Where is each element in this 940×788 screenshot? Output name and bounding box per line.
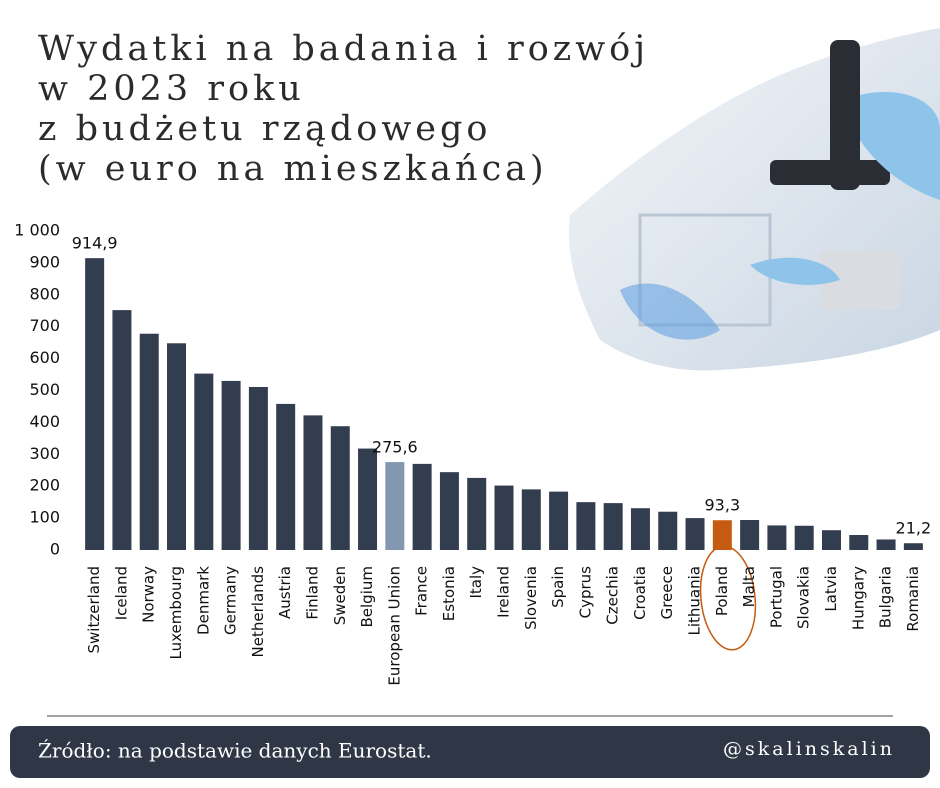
bar [712,520,732,550]
x-tick-label: Latvia [822,566,840,612]
x-tick-label: Estonia [440,566,458,621]
x-tick-label: Czechia [604,566,622,625]
value-label: 275,6 [372,438,418,457]
footer [10,726,930,778]
y-tick-label: 700 [29,316,60,335]
title-line: (w euro na mieszkańca) [38,149,548,189]
x-tick-label: Norway [140,566,158,623]
y-tick-label: 600 [29,348,60,367]
value-label: 93,3 [705,496,741,515]
bar [303,415,323,550]
x-tick-label: Iceland [112,566,130,620]
bar [112,310,132,550]
bar [276,403,296,550]
x-tick-label: European Union [385,566,403,686]
x-tick-label: Spain [549,566,567,608]
bar [549,491,569,550]
bar [658,511,678,550]
y-tick-label: 800 [29,284,60,303]
title-line: z budżetu rządowego [38,109,491,149]
handle: @skalinskalin [723,738,895,760]
bar [221,380,241,550]
bar [248,386,268,550]
title-line: Wydatki na badania i rozwój [38,29,649,69]
bar [603,503,623,550]
bar [821,530,841,550]
bar [630,508,650,550]
bar [849,535,869,550]
y-tick-label: 100 [29,508,60,527]
x-tick-label: Croatia [631,566,649,620]
x-tick-label: Netherlands [249,566,267,658]
bar [767,525,787,550]
x-tick-label: Austria [276,566,294,619]
bar [740,520,760,550]
x-tick-label: Lithuania [686,566,704,635]
y-tick-label: 900 [29,252,60,271]
bar [139,333,159,550]
bar [903,543,923,550]
x-tick-label: Denmark [194,566,212,635]
bar [521,489,541,550]
x-tick-label: Greece [658,566,676,619]
x-tick-label: Malta [740,566,758,607]
bar [194,373,214,550]
x-tick-label: Hungary [849,566,867,630]
bar [794,525,814,550]
value-label: 21,2 [896,519,932,538]
bar [494,485,514,550]
bar [85,258,105,550]
value-label: 914,9 [72,234,118,253]
x-tick-label: Belgium [358,566,376,628]
y-tick-label: 400 [29,412,60,431]
x-tick-label: Germany [222,566,240,635]
x-tick-label: Switzerland [85,566,103,654]
x-tick-label: Luxembourg [167,566,185,660]
x-tick-label: Poland [713,566,731,616]
x-tick-label: Italy [467,566,485,599]
y-tick-label: 0 [50,540,60,559]
source: Źródło: na podstawie danych Eurostat. [38,739,432,763]
x-tick-label: Cyprus [576,566,594,619]
bar [439,472,459,550]
bar [467,477,487,550]
bar [576,502,596,550]
bar [358,448,378,550]
bar [167,343,187,550]
bar [876,539,896,550]
x-tick-label: Slovakia [795,566,813,629]
bar [330,426,350,550]
x-tick-label: Ireland [495,566,513,618]
bar [685,518,705,550]
x-tick-label: Sweden [331,566,349,625]
y-tick-label: 1 000 [14,221,60,240]
title: Wydatki na badania i rozwój w 2023 roku … [38,29,649,189]
x-tick-label: Portugal [767,566,785,628]
lab-photo [569,28,940,371]
y-tick-label: 200 [29,476,60,495]
title-line: w 2023 roku [38,69,305,109]
x-tick-label: Finland [303,566,321,620]
y-tick-label: 500 [29,380,60,399]
x-tick-label: Bulgaria [877,566,895,628]
bar [385,462,405,550]
x-tick-label: France [413,566,431,616]
y-tick-label: 300 [29,444,60,463]
x-tick-label: Romania [904,566,922,632]
bar [412,463,432,550]
x-tick-label: Slovenia [522,566,540,630]
